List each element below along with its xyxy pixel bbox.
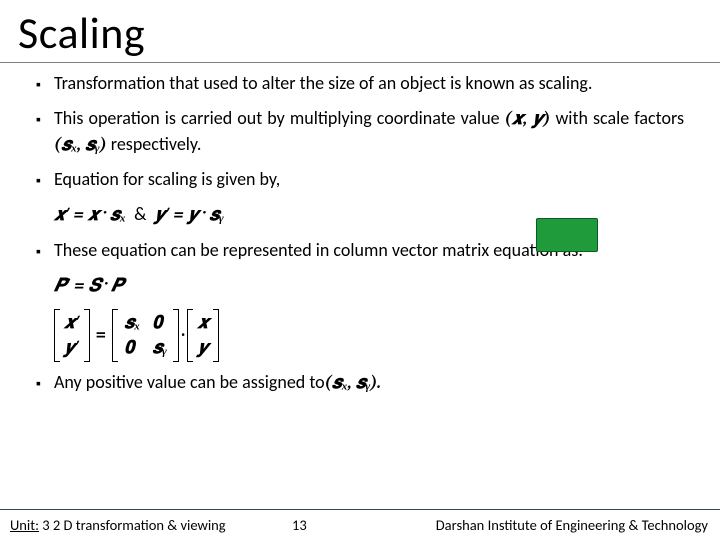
bullet-2: ▪ This operation is carried out by multi… <box>36 106 684 158</box>
slide: Scaling ▪ Transformation that used to al… <box>0 0 720 540</box>
footer-unit-text: 3 2 D transformation & viewing <box>39 516 226 534</box>
matrix-equation: 𝒙′ 𝒚′ = 𝒔ₓ 𝟎 𝟎 𝒔ᵧ · 𝒙 <box>54 309 684 363</box>
bullet-3: ▪ Equation for scaling is given by, <box>36 167 684 192</box>
dot-operator: · <box>179 323 188 348</box>
bullet-1: ▪ Transformation that used to alter the … <box>36 71 684 96</box>
text-fragment: respectively. <box>107 133 202 155</box>
matrix-cell: 𝟎 <box>152 311 167 336</box>
highlight-box <box>536 218 598 252</box>
math: 𝒙′ = 𝒙 · 𝒔ₓ <box>54 204 126 225</box>
bullet-5: ▪ Any positive value can be assigned to(… <box>36 370 684 396</box>
matrix-lhs: 𝒙′ 𝒚′ <box>54 309 90 363</box>
footer: Unit: 3 2 D transformation & viewing 13 … <box>0 510 720 540</box>
matrix-cell: 𝒔ₓ <box>124 311 140 336</box>
footer-institute: Darshan Institute of Engineering & Techn… <box>436 516 708 534</box>
matrix-cell: 𝒔ᵧ <box>152 336 167 361</box>
text-fragment: with scale factors <box>550 107 684 129</box>
bullet-mark: ▪ <box>36 167 54 192</box>
math: 𝑷′ = 𝑺 · 𝑷 <box>54 275 123 296</box>
bullet-mark: ▪ <box>36 106 54 158</box>
matrix-cell: 𝟎 <box>124 336 140 361</box>
matrix-cell: 𝒙 <box>197 311 209 336</box>
bullet-mark: ▪ <box>36 238 54 263</box>
matrix-cell: 𝒚 <box>197 336 209 361</box>
text-fragment: This operation is carried out by multipl… <box>54 107 505 129</box>
footer-page-number: 13 <box>292 516 307 534</box>
inline-math: (𝒔ₓ, 𝒔ᵧ) <box>54 134 107 155</box>
slide-title: Scaling <box>0 0 720 62</box>
math: 𝒚′ = 𝒚 · 𝒔ᵧ <box>154 204 223 225</box>
matrix-cell: 𝒙′ <box>64 311 80 336</box>
footer-unit-prefix: Unit: <box>10 516 39 534</box>
bullet-mark: ▪ <box>36 71 54 96</box>
text-fragment: Any positive value can be assigned to <box>54 371 325 393</box>
bullet-mark: ▪ <box>36 370 54 396</box>
slide-body: ▪ Transformation that used to alter the … <box>0 63 720 396</box>
bullet-text: This operation is carried out by multipl… <box>54 106 684 158</box>
inline-math: (𝒔ₓ, 𝒔ᵧ). <box>325 372 381 393</box>
bullet-text: Equation for scaling is given by, <box>54 167 684 192</box>
equation-2: 𝑷′ = 𝑺 · 𝑷 <box>54 273 684 299</box>
footer-unit: Unit: 3 2 D transformation & viewing <box>10 516 226 534</box>
inline-math: (𝒙, 𝒚) <box>505 108 551 129</box>
bullet-text: Any positive value can be assigned to(𝒔ₓ… <box>54 370 684 396</box>
bullet-text: Transformation that used to alter the si… <box>54 71 684 96</box>
ampersand: & <box>130 203 150 225</box>
matrix-s: 𝒔ₓ 𝟎 𝟎 𝒔ᵧ <box>112 309 179 363</box>
matrix-p: 𝒙 𝒚 <box>187 309 219 363</box>
matrix-cell: 𝒚′ <box>64 336 80 361</box>
equals-sign: = <box>90 323 113 348</box>
